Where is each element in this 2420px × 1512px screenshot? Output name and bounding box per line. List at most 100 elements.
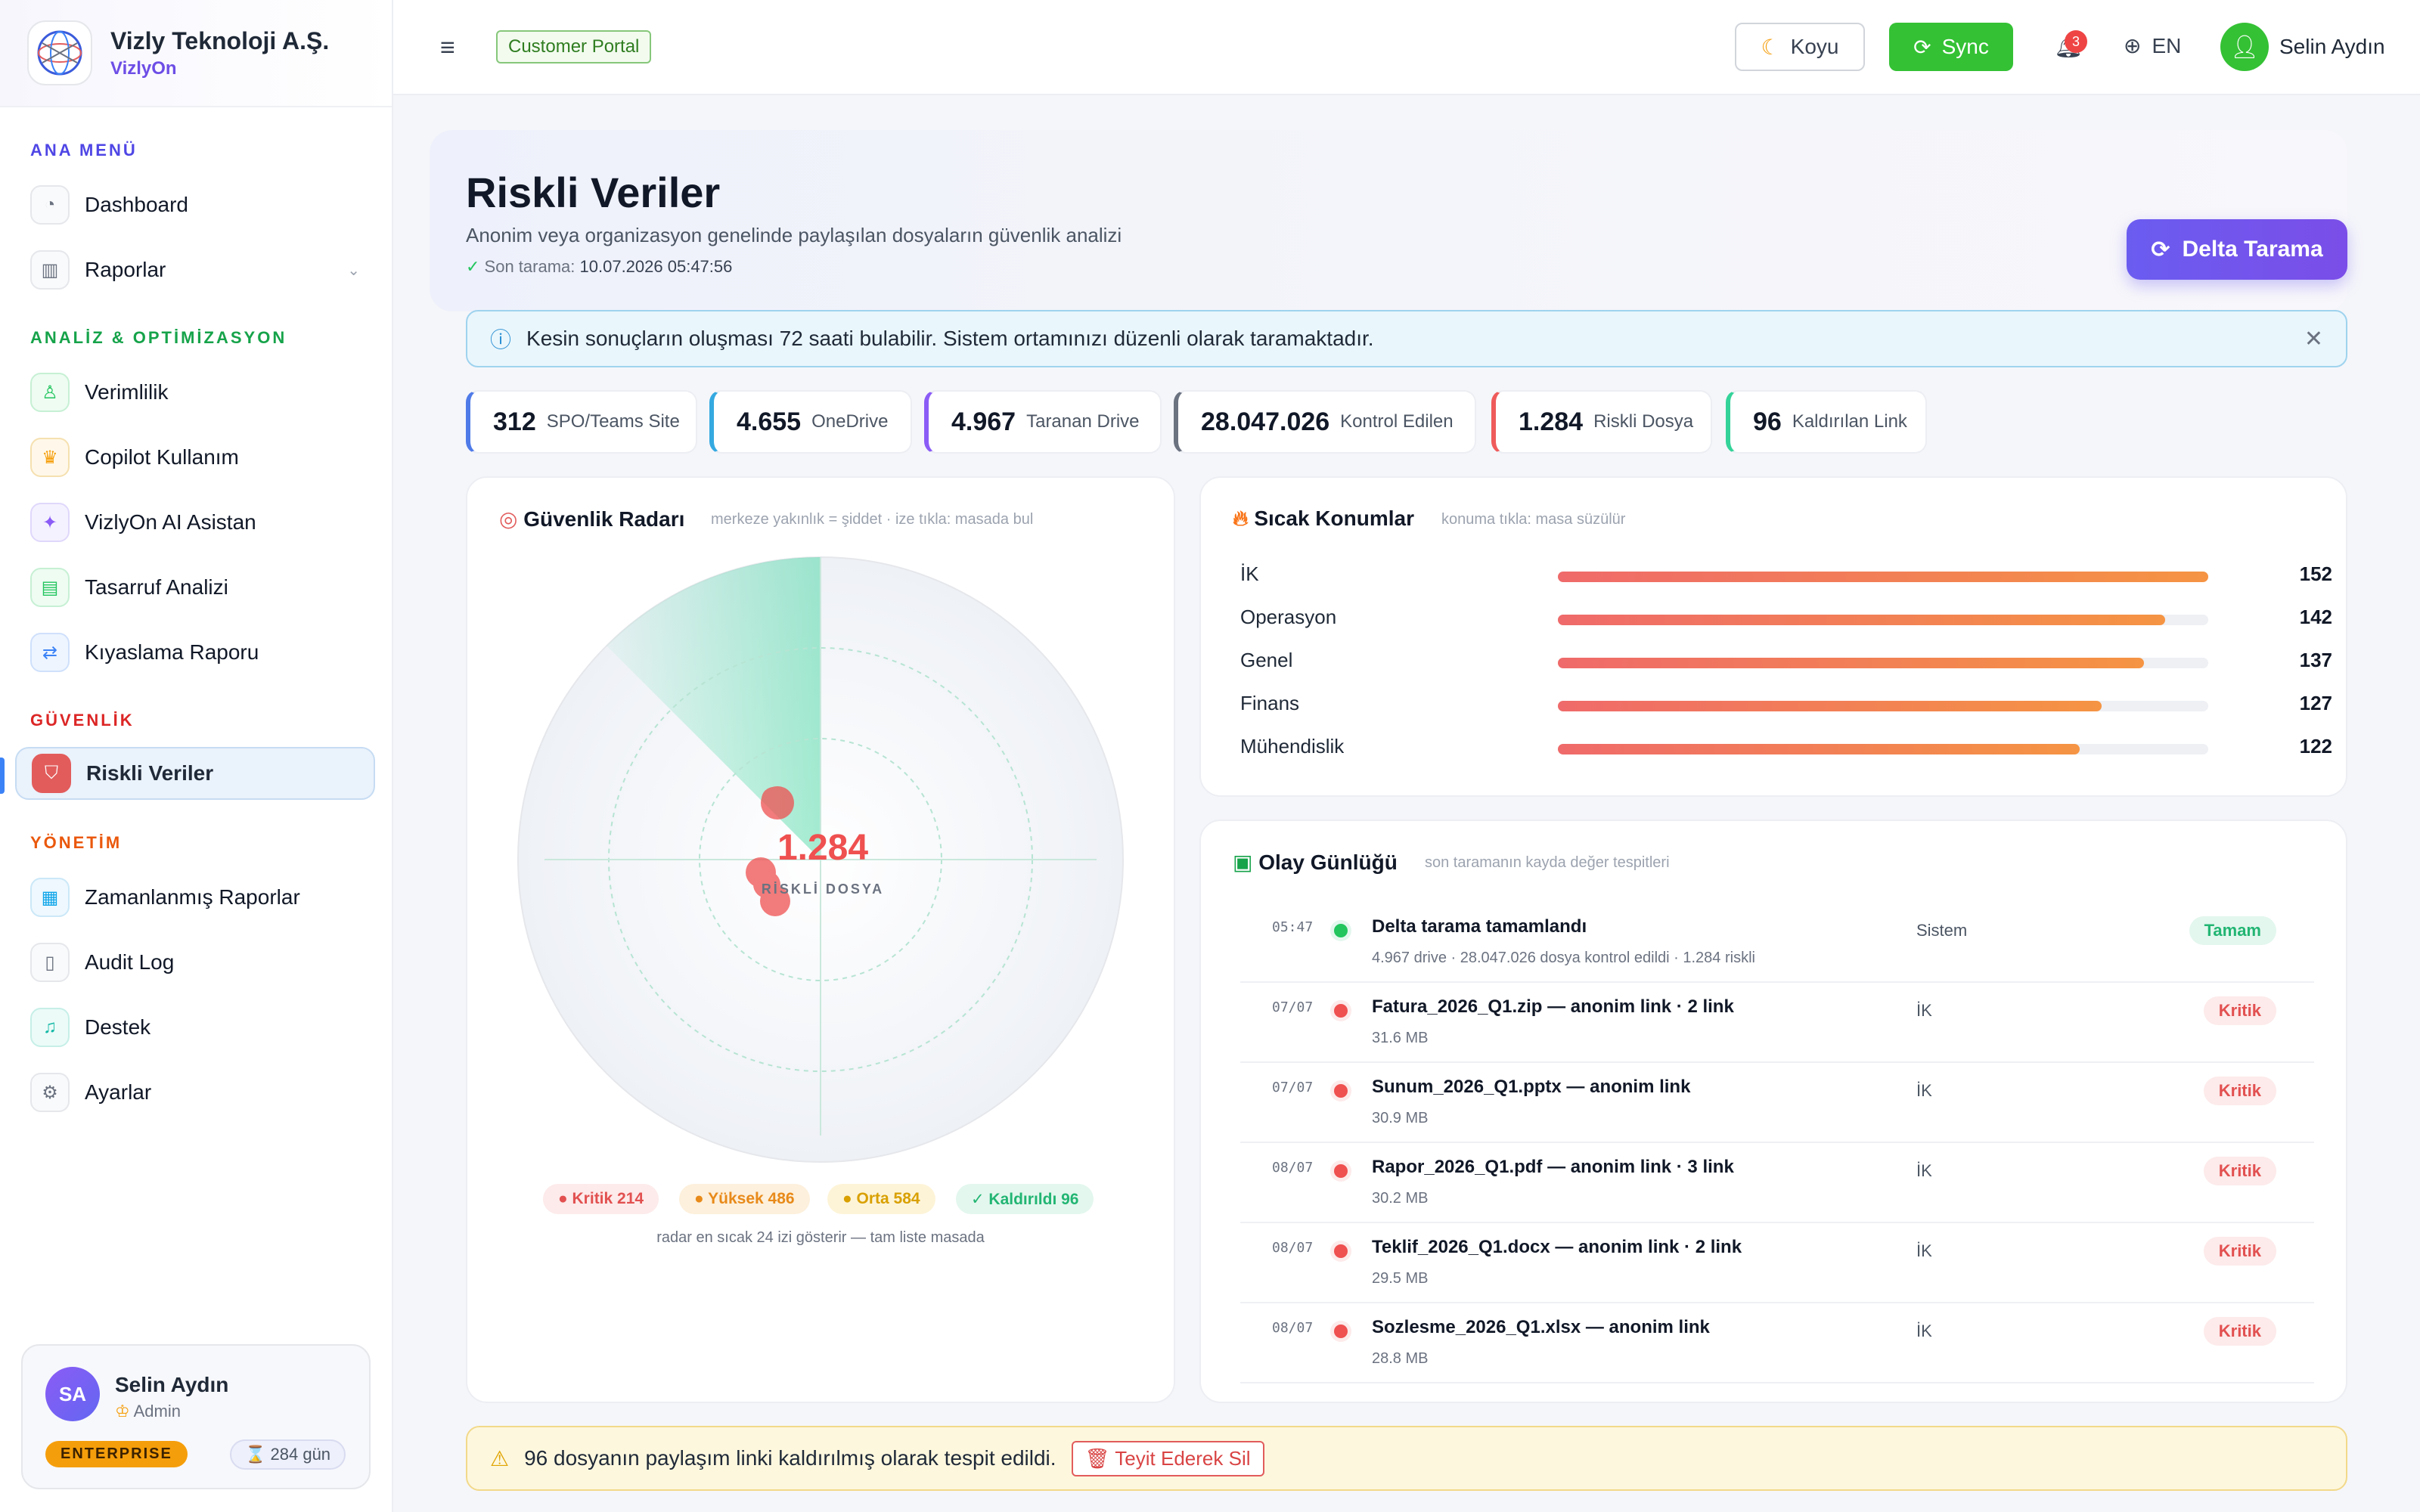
sidebar-item-copilot[interactable]: ♛ Copilot Kullanım [30,431,375,484]
sidebar-item-label: Raporlar [85,258,166,281]
section-yonetim: YÖNETİM [30,833,123,852]
delta-scan-label: Delta Tarama [2182,237,2323,262]
event-status-dot [1334,1084,1348,1098]
hotspot-bar-track [1558,658,2208,668]
event-title: Sunum_2026_Q1.pptx — anonim link [1372,1077,1691,1097]
topbar-user-name[interactable]: Selin Aydın [2279,35,2385,58]
sidebar-item-label: Copilot Kullanım [85,445,239,469]
user-avatar-icon[interactable]: 👤︎ [2220,23,2269,71]
globe-icon: ⊕ [2124,34,2142,57]
stat-card: 4.967 Taranan Drive [924,390,1162,454]
section-guvenlik: GÜVENLİK [30,711,135,730]
hotspot-name: Genel [1240,649,1293,671]
hotspot-row[interactable]: Mühendislik 122 [1240,732,2332,762]
radar-hint: merkeze yakınlık = şiddet · ize tıkla: m… [711,511,1034,528]
avatar: SA [45,1367,100,1421]
sidebar-item-audit-log[interactable]: ▯ Audit Log [30,936,375,989]
event-status-dot [1334,924,1348,937]
radar-blips[interactable] [746,786,794,916]
event-status-dot [1334,1244,1348,1258]
event-row[interactable]: 05:47 Delta tarama tamamlandı 4.967 drive … [1240,904,2314,983]
sidebar-item-label: Zamanlanmış Raporlar [85,885,300,909]
event-status-dot [1334,1004,1348,1018]
severity-pill[interactable]: ● Orta 584 [827,1184,935,1214]
stat-value: 28.047.026 [1201,407,1330,436]
moon-icon: ☾ [1761,35,1780,59]
severity-pill[interactable]: ● Yüksek 486 [679,1184,810,1214]
event-row[interactable]: 08/07 Teklif_2026_Q1.docx — anonim link ·… [1240,1225,2314,1303]
radar-center-label: RİSKLİ DOSYA [762,881,884,897]
close-icon[interactable]: ✕ [2304,326,2323,352]
hotspot-bar-track [1558,615,2208,625]
event-badge: Kritik [2203,1317,2276,1346]
event-time: 08/07 [1272,1320,1314,1336]
confirm-delete-button[interactable]: 🗑 Teyit Ederek Sil [1071,1440,1264,1476]
notification-count-badge: 3 [2065,30,2087,53]
stat-label: SPO/Teams Site [546,411,680,432]
event-source: İK [1916,1001,1932,1020]
radar-blip[interactable] [762,787,786,811]
hotspot-row[interactable]: Finans 127 [1240,689,2332,719]
stat-card: 1.284 Riskli Dosya [1491,390,1712,454]
chevron-down-icon[interactable]: ⌄ [347,262,360,279]
event-row[interactable]: 07/07 Fatura_2026_Q1.zip — anonim link · … [1240,984,2314,1063]
sidebar-item-dashboard[interactable]: ◔ Dashboard [30,178,375,231]
severity-pill[interactable]: ✓ Kaldırıldı 96 [956,1184,1094,1214]
sidebar-item-zamanlanmis[interactable]: ▦ Zamanlanmış Raporlar [30,871,375,924]
sidebar-item-label: Kıyaslama Raporu [85,640,259,664]
event-title: Delta tarama tamamlandı [1372,916,1587,937]
user-name: Selin Aydın [115,1373,229,1396]
hotspot-count: 127 [2299,692,2332,714]
stat-value: 4.655 [737,407,802,436]
sidebar-item-label: VizlyOn AI Asistan [85,510,256,534]
sidebar-item-label: Dashboard [85,193,188,216]
event-time: 08/07 [1272,1240,1314,1256]
brand-header[interactable]: Vizly Teknoloji A.Ş. VizlyOn [0,0,392,107]
hotspot-row[interactable]: İK 152 [1240,559,2332,590]
event-row[interactable]: 07/07 Sunum_2026_Q1.pptx — anonim link 30.… [1240,1064,2314,1143]
event-subtitle: 30.2 MB [1372,1190,1429,1207]
hotspot-row[interactable]: Operasyon 142 [1240,603,2332,633]
delta-scan-button[interactable]: ⟳ Delta Tarama [2127,219,2347,280]
portal-badge: Customer Portal [496,30,652,64]
shield-icon: ⛉ [32,754,71,793]
event-row[interactable]: 08/07 Sozlesme_2026_Q1.xlsx — anonim link… [1240,1305,2314,1383]
sidebar-item-tasarruf[interactable]: ▤ Tasarruf Analizi [30,561,375,614]
sidebar-item-riskli-veriler[interactable]: ⛉ Riskli Veriler [15,747,375,800]
stat-label: Kontrol Edilen [1340,411,1454,432]
language-selector[interactable]: ⊕ EN [2124,33,2181,58]
sidebar-item-ai-asistan[interactable]: ✦ VizlyOn AI Asistan [30,496,375,549]
event-source: Sistem [1916,921,1968,940]
info-text: Kesin sonuçların oluşması 72 saati bulab… [526,327,1374,350]
brand-logo-icon [27,20,92,85]
radar-title-label: Güvenlik Radarı [523,507,685,531]
radar-chart[interactable]: 1.284 RİSKLİ DOSYA [514,553,1127,1166]
severity-pill[interactable]: ● Kritik 214 [543,1184,659,1214]
sync-button[interactable]: ⟳ Sync [1889,23,2013,71]
stat-label: Kaldırılan Link [1792,411,1907,432]
hotspot-name: Finans [1240,692,1300,714]
brand-product: VizlyOn [110,57,177,79]
user-card[interactable]: SA Selin Aydın ♔ Admin ENTERPRISE ⌛ 284 … [21,1344,371,1489]
target-icon: ◎ [499,507,524,531]
hamburger-menu-icon[interactable]: ≡ [440,33,455,62]
hotspot-bar [1558,701,2102,711]
document-icon: ▯ [30,943,70,982]
sparkle-icon: ✦ [30,503,70,542]
event-row[interactable]: 08/07 Rapor_2026_Q1.pdf — anonim link · 3… [1240,1145,2314,1223]
sidebar-item-raporlar[interactable]: ▥ Raporlar ⌄ [30,243,375,296]
page-header-background [430,130,2347,311]
refresh-icon: ⟳ [2151,237,2170,262]
theme-toggle-button[interactable]: ☾ Koyu [1735,23,1865,71]
sidebar-item-destek[interactable]: ♫ Destek [30,1001,375,1054]
sidebar-item-kiyaslama[interactable]: ⇄ Kıyaslama Raporu [30,626,375,679]
refresh-icon: ⟳ [1913,35,1931,59]
event-title: Sozlesme_2026_Q1.xlsx — anonim link [1372,1317,1710,1337]
section-ana-menu: ANA MENÜ [30,141,138,160]
last-scan-label: Son tarama: [484,257,576,276]
hotspot-row[interactable]: Genel 137 [1240,646,2332,676]
event-badge: Kritik [2203,996,2276,1025]
sidebar-item-ayarlar[interactable]: ⚙ Ayarlar [30,1066,375,1119]
radar-blip[interactable] [760,886,790,916]
sidebar-item-verimlilik[interactable]: ♙ Verimlilik [30,366,375,419]
